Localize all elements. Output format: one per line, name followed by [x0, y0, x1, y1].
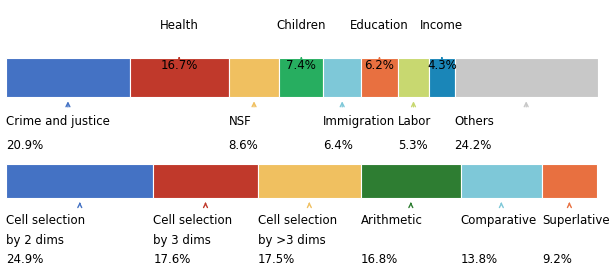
- Text: 7.4%: 7.4%: [287, 59, 317, 73]
- Text: Others: Others: [454, 115, 495, 128]
- Bar: [323, 58, 361, 97]
- Text: 24.9%: 24.9%: [6, 253, 43, 266]
- Text: Education: Education: [350, 18, 409, 32]
- Text: 6.2%: 6.2%: [365, 59, 395, 73]
- Bar: [461, 165, 542, 198]
- Text: 24.2%: 24.2%: [454, 139, 492, 152]
- Text: 17.6%: 17.6%: [154, 253, 191, 266]
- Text: Children: Children: [276, 18, 326, 32]
- Bar: [279, 58, 323, 97]
- Text: Superlative: Superlative: [542, 214, 610, 227]
- Bar: [229, 58, 279, 97]
- Text: 5.3%: 5.3%: [398, 139, 428, 152]
- Bar: [454, 58, 598, 97]
- Text: by >3 dims: by >3 dims: [257, 234, 325, 247]
- Text: 16.7%: 16.7%: [160, 59, 198, 73]
- Bar: [154, 165, 257, 198]
- Text: Cell selection: Cell selection: [154, 214, 232, 227]
- Text: Immigration: Immigration: [323, 115, 395, 128]
- Bar: [542, 165, 597, 198]
- Text: Income: Income: [420, 18, 464, 32]
- Text: by 3 dims: by 3 dims: [154, 234, 211, 247]
- Bar: [6, 165, 154, 198]
- Bar: [257, 165, 361, 198]
- Text: NSF: NSF: [229, 115, 251, 128]
- Text: Arithmetic: Arithmetic: [361, 214, 423, 227]
- Text: 4.3%: 4.3%: [427, 59, 457, 73]
- Text: Labor: Labor: [398, 115, 431, 128]
- Bar: [398, 58, 429, 97]
- Text: 6.4%: 6.4%: [323, 139, 353, 152]
- Text: 8.6%: 8.6%: [229, 139, 258, 152]
- Bar: [6, 58, 130, 97]
- Text: 13.8%: 13.8%: [461, 253, 498, 266]
- Text: by 2 dims: by 2 dims: [6, 234, 64, 247]
- Bar: [429, 58, 454, 97]
- Text: Cell selection: Cell selection: [257, 214, 337, 227]
- Text: Comparative: Comparative: [461, 214, 537, 227]
- Text: 16.8%: 16.8%: [361, 253, 398, 266]
- Bar: [361, 165, 461, 198]
- Bar: [130, 58, 229, 97]
- Text: 20.9%: 20.9%: [6, 139, 43, 152]
- Text: Crime and justice: Crime and justice: [6, 115, 110, 128]
- Bar: [361, 58, 398, 97]
- Text: Cell selection: Cell selection: [6, 214, 85, 227]
- Text: 17.5%: 17.5%: [257, 253, 295, 266]
- Text: 9.2%: 9.2%: [542, 253, 572, 266]
- Text: Health: Health: [160, 18, 199, 32]
